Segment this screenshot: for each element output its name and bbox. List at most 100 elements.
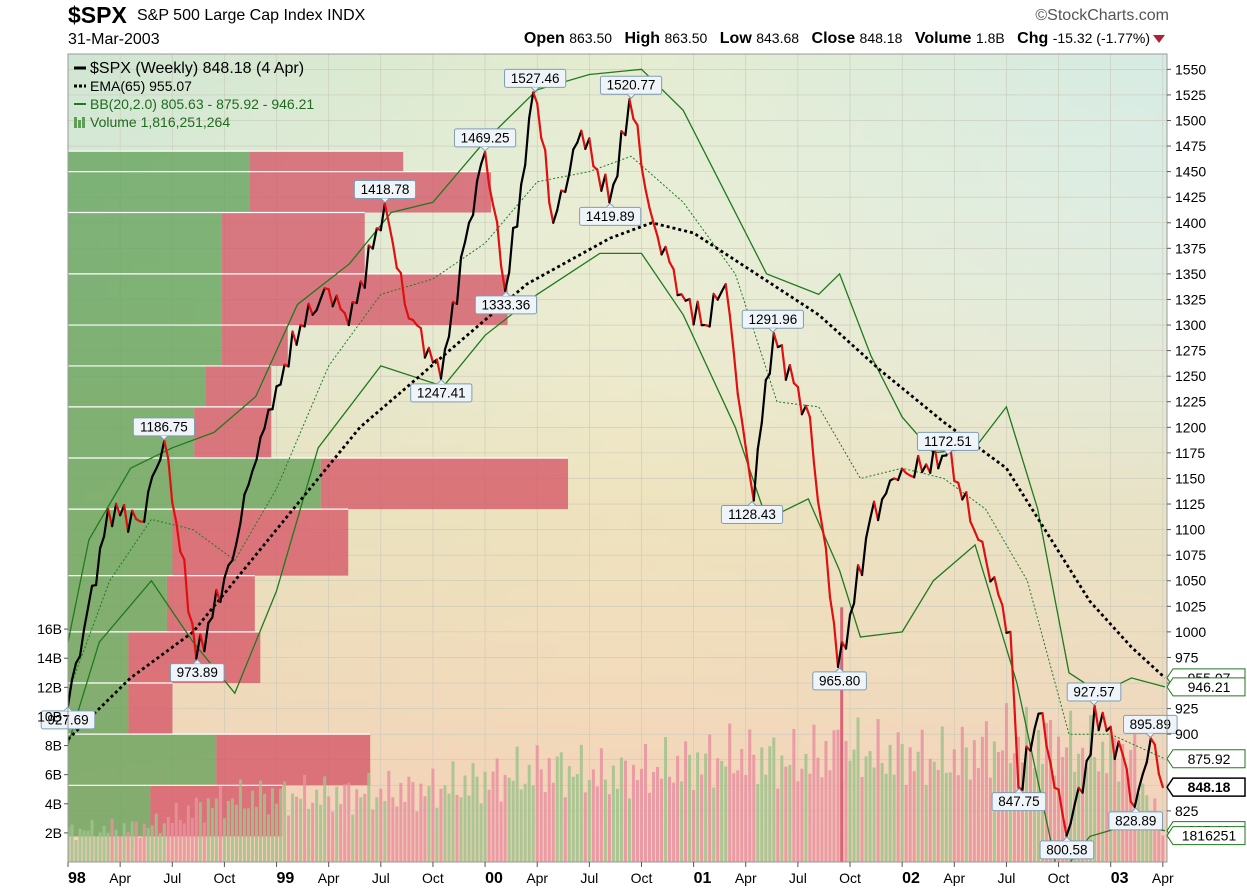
volume-bar	[94, 836, 98, 862]
annotation-927.57: 927.57	[1066, 682, 1122, 706]
price-segment	[632, 117, 639, 127]
volume-bar	[908, 747, 912, 862]
volume-bar	[343, 784, 347, 862]
volume-bar	[487, 789, 491, 862]
volume-bar	[455, 794, 459, 862]
price-segment	[411, 318, 419, 327]
price-segment	[271, 385, 278, 411]
x-tick-label: 98	[68, 870, 86, 887]
vbp-bar-down	[320, 458, 569, 510]
volume-bar	[110, 818, 114, 862]
volume-bar	[800, 768, 804, 862]
quote-date: 31-Mar-2003	[68, 31, 160, 48]
volume-bar	[307, 808, 311, 862]
annotation-pointer	[1131, 807, 1141, 813]
x-tick-label: Apr	[943, 870, 965, 886]
volume-bar	[134, 821, 138, 862]
vbp-bar-up	[68, 171, 250, 213]
price-segment	[812, 461, 820, 502]
price-segment	[303, 302, 310, 328]
low-label: Low	[719, 30, 752, 47]
price-segment	[179, 550, 186, 561]
high-value: 863.50	[664, 30, 708, 46]
price-segment	[447, 300, 455, 338]
volume-bar	[355, 789, 359, 862]
vol-tick-label: 10B	[37, 708, 62, 724]
volume-bar	[932, 761, 936, 862]
price-segment	[616, 130, 623, 178]
volume-bar	[479, 803, 483, 862]
volume-bar	[182, 823, 186, 862]
price-segment	[552, 208, 559, 224]
volume-bar	[868, 751, 872, 862]
volume-bar	[672, 782, 676, 862]
annotation-965.80: 965.80	[812, 667, 867, 691]
volume-bar	[435, 807, 439, 862]
volume-bar	[652, 771, 656, 862]
volume-bar	[728, 723, 732, 862]
annotation-label: 828.89	[1115, 813, 1156, 828]
price-segment	[151, 467, 158, 478]
price-segment	[243, 483, 250, 496]
annotation-1418.78: 1418.78	[353, 180, 417, 204]
price-segment	[491, 203, 499, 224]
volume-bar	[1024, 706, 1028, 862]
price-annotations: 927.691186.75973.891418.781247.411469.25…	[40, 68, 1178, 860]
volume-bar	[186, 805, 190, 862]
price-segment	[219, 577, 226, 604]
y-tick-label: 1100	[1175, 522, 1205, 538]
volume-bar	[684, 741, 688, 862]
volume-bar	[491, 771, 495, 862]
volume-bar	[451, 761, 455, 862]
volume-bar	[415, 811, 419, 862]
volume-bar	[772, 737, 776, 862]
volume-bar	[254, 806, 258, 862]
volume-bar	[635, 780, 639, 862]
volume-bar	[627, 798, 631, 862]
price-segment	[143, 490, 150, 523]
price-segment	[500, 264, 507, 293]
price-segment	[708, 292, 715, 328]
x-tick-label: Oct	[214, 870, 236, 886]
annotation-pointer	[1145, 733, 1155, 739]
volume-bar	[631, 764, 635, 862]
annotation-label: 800.58	[1046, 842, 1087, 857]
annotation-pointer	[943, 450, 953, 456]
volume-bar	[948, 772, 952, 862]
volume-bar	[928, 758, 932, 862]
legend-entry-1: EMA(65) 955.07	[90, 78, 192, 94]
annotation-pointer	[835, 667, 844, 673]
price-segment	[1085, 753, 1092, 763]
volume-label: Volume	[914, 30, 972, 47]
volume-bar	[688, 754, 692, 862]
price-segment	[307, 302, 314, 316]
volume-bar	[676, 755, 680, 862]
price-segment	[508, 226, 515, 274]
volume-bar	[824, 740, 828, 862]
price-segment	[764, 372, 771, 382]
volume-bar	[214, 798, 218, 862]
volume-bar	[1065, 747, 1069, 862]
volume-bar	[856, 717, 860, 862]
volume-bar	[483, 771, 487, 862]
volume-bar	[411, 782, 415, 862]
volume-bar	[459, 797, 463, 862]
annotation-label: 1418.78	[361, 182, 410, 197]
price-segment	[736, 392, 743, 421]
volume-bar	[323, 776, 327, 862]
volume-value: 1.8B	[975, 30, 1005, 46]
price-segment	[131, 509, 138, 521]
volume-bar	[832, 730, 836, 862]
price-segment	[852, 564, 860, 605]
x-tick-label: Apr	[735, 870, 757, 886]
price-segment	[183, 558, 190, 613]
right-tag-box	[1166, 677, 1246, 697]
volume-bar	[1085, 766, 1089, 862]
vbp-bar-up	[68, 212, 222, 274]
price-segment	[1033, 712, 1040, 731]
volume-bar	[884, 773, 888, 862]
volume-bar	[700, 774, 704, 862]
volume-bar	[852, 749, 856, 862]
volume-bar	[226, 800, 230, 862]
